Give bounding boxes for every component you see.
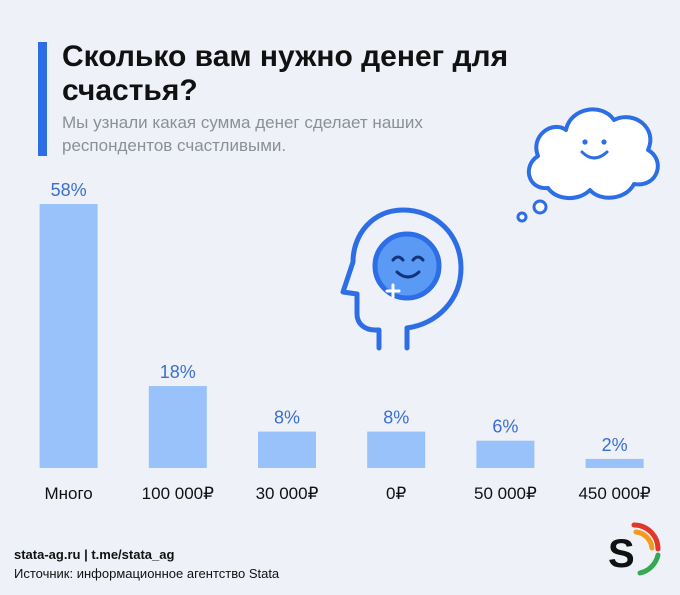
data-label-3: 8%: [383, 408, 409, 428]
category-label-3: 0₽: [386, 484, 406, 503]
page-title: Сколько вам нужно денег для счастья?: [62, 40, 509, 107]
category-label-0: Много: [44, 484, 92, 503]
bar-3: [367, 431, 426, 468]
smiley-face-icon: [372, 231, 442, 301]
bar-1: [148, 386, 207, 468]
bar-2: [258, 431, 316, 468]
category-label-1: 100 000₽: [142, 484, 214, 503]
title-accent-bar: [38, 42, 47, 156]
category-label-5: 450 000₽: [578, 484, 650, 503]
data-label-1: 18%: [160, 362, 196, 382]
footer-site-links: stata-ag.ru | t.me/stata_ag: [14, 547, 175, 562]
data-label-2: 8%: [274, 408, 300, 428]
category-label-2: 30 000₽: [256, 484, 319, 503]
bar-5: [585, 458, 644, 468]
footer-source: Источник: информационное агентство Stata: [14, 566, 280, 581]
bar-4: [476, 440, 535, 468]
data-label-0: 58%: [51, 180, 87, 200]
head-profile-icon: [340, 207, 464, 351]
stata-logo-icon: S: [608, 522, 661, 576]
category-label-4: 50 000₽: [474, 484, 537, 503]
data-label-5: 2%: [602, 435, 628, 455]
page-subtitle: Мы узнали какая сумма денег сделает наши…: [62, 113, 423, 155]
logo-letter: S: [608, 532, 635, 576]
thought-cloud-icon: [516, 107, 660, 223]
bar-0: [39, 204, 98, 468]
data-label-4: 6%: [492, 417, 518, 437]
